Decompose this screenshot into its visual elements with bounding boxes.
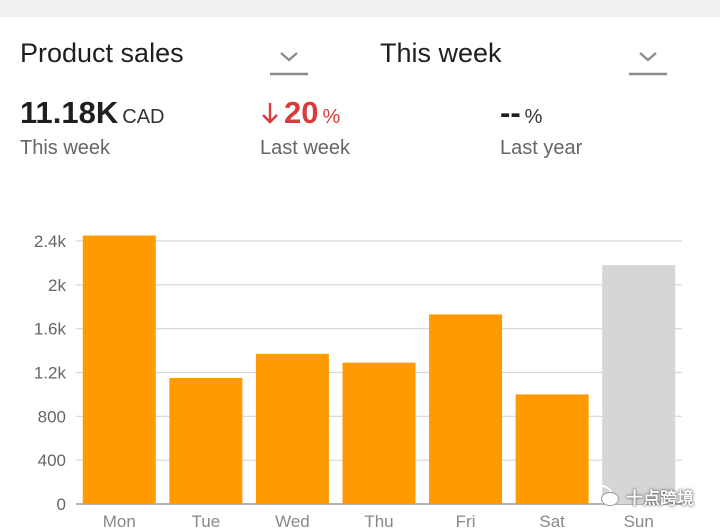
bar-tue[interactable] (169, 377, 243, 504)
bar-mon[interactable] (82, 235, 156, 505)
bar-fri[interactable] (429, 314, 503, 504)
y-tick-label: 1.2k (34, 364, 67, 383)
x-category-label: Thu (364, 512, 393, 529)
y-tick-label: 800 (38, 407, 66, 426)
stat-last-year-value-row: --% (500, 95, 582, 131)
chevron-down-icon (270, 52, 308, 76)
chart-bars (82, 235, 676, 505)
stat-total-value-row: 11.18K CAD (20, 95, 165, 131)
arrow-down-icon (262, 103, 278, 124)
y-tick-label: 2k (48, 276, 66, 295)
chevron-down-icon (629, 52, 667, 76)
metric-dropdown-label: Product sales (20, 38, 184, 68)
stat-last-year-unit: % (524, 106, 543, 128)
period-dropdown[interactable]: This week (380, 38, 670, 78)
period-dropdown-label: This week (380, 38, 502, 68)
watermark-text: 十点跨境 (626, 488, 694, 508)
x-category-label: Wed (275, 512, 310, 529)
y-tick-label: 2.4k (34, 232, 67, 251)
x-category-label: Sun (624, 512, 654, 529)
stat-total: 11.18K CAD This week (20, 95, 165, 160)
stat-last-week: 20% Last week (260, 95, 350, 160)
sales-bar-chart: 0 400 800 1.2k 1.6k 2k 2.4k Mon Tue Wed Thu Fri Sat S… (34, 232, 682, 529)
stat-last-week-value: 20 (284, 95, 319, 130)
x-category-label: Mon (103, 512, 136, 529)
bar-thu[interactable] (342, 362, 416, 504)
stat-total-caption: This week (20, 137, 111, 159)
chart-labels: 0 400 800 1.2k 1.6k 2k 2.4k Mon Tue Wed Thu Fri Sat S… (34, 232, 654, 529)
stat-last-year: --% Last year (500, 95, 582, 160)
stat-last-week-value-row: 20% (260, 95, 350, 131)
stat-last-week-caption: Last week (260, 137, 351, 159)
bar-sat[interactable] (515, 394, 589, 504)
bar-sun[interactable] (602, 265, 676, 504)
metric-dropdown[interactable]: Product sales (20, 38, 310, 78)
stat-last-year-value: -- (500, 95, 521, 130)
x-category-label: Sat (539, 512, 565, 529)
y-tick-label: 0 (57, 495, 66, 514)
stat-last-year-caption: Last year (500, 137, 583, 159)
x-category-label: Tue (192, 512, 221, 529)
stat-total-unit: CAD (122, 106, 165, 128)
top-bar (0, 0, 720, 17)
y-tick-label: 1.6k (34, 320, 67, 339)
stat-total-value: 11.18K (20, 95, 119, 130)
x-category-label: Fri (456, 512, 476, 529)
wechat-icon (590, 485, 619, 506)
bar-wed[interactable] (255, 353, 329, 504)
stat-last-week-unit: % (322, 106, 341, 128)
y-tick-label: 400 (38, 451, 66, 470)
watermark: 十点跨境 (590, 482, 694, 510)
